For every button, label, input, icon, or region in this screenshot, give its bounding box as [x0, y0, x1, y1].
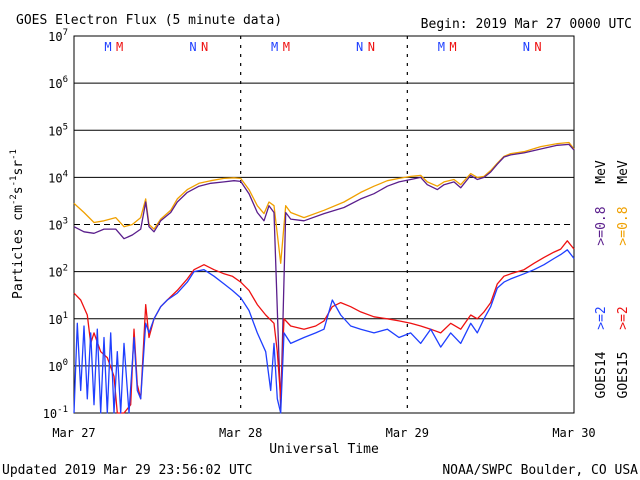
x-tick-label: Mar 28: [219, 426, 262, 440]
y-tick-label: 101: [48, 311, 68, 327]
satellite-marker: N: [201, 40, 208, 54]
satellite-marker: M: [449, 40, 456, 54]
x-axis-ticks: Mar 27 Mar 28 Mar 29 Mar 30: [52, 426, 595, 440]
y-tick-label: 10-1: [43, 405, 68, 421]
satellite-marker: N: [534, 40, 541, 54]
legend-goes15-ge08: >=0.8: [616, 206, 631, 245]
y-tick-label: 107: [48, 28, 68, 44]
satellite-marker: N: [356, 40, 363, 54]
x-axis-label: Universal Time: [269, 442, 379, 457]
satellite-marker: N: [523, 40, 530, 54]
chart-title: GOES Electron Flux (5 minute data): [16, 13, 282, 28]
satellite-marker: M: [438, 40, 445, 54]
y-tick-label: 106: [48, 75, 68, 91]
legend-goes15-ge2: >=2: [616, 306, 631, 329]
series-line-goes14_08mev: [73, 143, 575, 410]
satellite-marker: N: [189, 40, 196, 54]
legend-mev-top: MeV: [594, 160, 609, 184]
y-tick-label: 104: [48, 169, 68, 185]
legend-goes14-ge08: >=0.8: [594, 206, 609, 245]
x-tick-label: Mar 29: [386, 426, 429, 440]
legend-mev-bottom: MeV: [616, 160, 631, 184]
legend-goes14: GOES14: [594, 351, 609, 398]
y-tick-label: 100: [48, 358, 68, 374]
x-tick-label: Mar 27: [52, 426, 95, 440]
y-tick-label: 102: [48, 264, 68, 280]
y-tick-label: 105: [48, 122, 68, 138]
series-lines: [73, 141, 575, 414]
y-tick-label: 103: [48, 217, 68, 233]
satellite-marker: N: [368, 40, 375, 54]
series-line-goes15_08mev: [73, 141, 575, 264]
satellite-marker: M: [283, 40, 290, 54]
satellite-marker: M: [104, 40, 111, 54]
legend: >=2 >=2 >=0.8 >=0.8 MeV MeV GOES14 GOES1…: [594, 160, 631, 398]
begin-time: Begin: 2019 Mar 27 0000 UTC: [421, 17, 632, 32]
x-tick-label: Mar 30: [552, 426, 595, 440]
satellite-marker: M: [116, 40, 123, 54]
legend-goes15: GOES15: [616, 352, 631, 399]
y-axis-label: Particles cm-2s-1sr-1: [9, 149, 26, 299]
satellite-marker: M: [271, 40, 278, 54]
series-line-goes14_2mev: [73, 249, 575, 414]
y-axis-ticks: 10-1 100 101 102 103 104 105 106 107: [43, 28, 68, 421]
updated-timestamp: Updated 2019 Mar 29 23:56:02 UTC: [2, 463, 252, 478]
credit: NOAA/SWPC Boulder, CO USA: [442, 463, 638, 478]
legend-goes14-ge2: >=2: [594, 306, 609, 329]
